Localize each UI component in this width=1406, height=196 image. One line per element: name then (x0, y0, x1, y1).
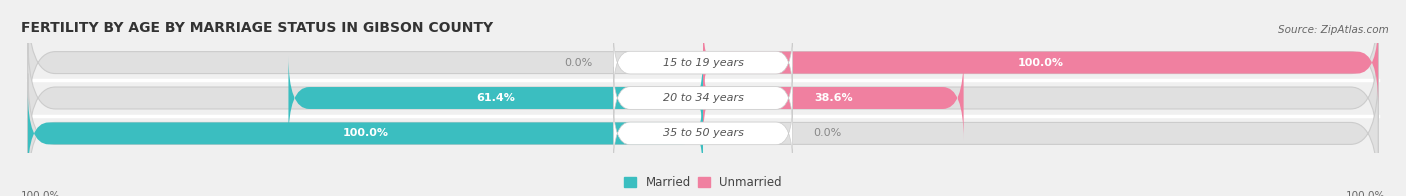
Text: 0.0%: 0.0% (813, 128, 841, 138)
FancyBboxPatch shape (613, 67, 793, 129)
Text: 100.0%: 100.0% (343, 128, 388, 138)
FancyBboxPatch shape (703, 56, 963, 140)
Legend: Married, Unmarried: Married, Unmarried (624, 176, 782, 189)
FancyBboxPatch shape (288, 56, 703, 140)
Text: 35 to 50 years: 35 to 50 years (662, 128, 744, 138)
FancyBboxPatch shape (613, 31, 793, 94)
Text: 20 to 34 years: 20 to 34 years (662, 93, 744, 103)
Text: 100.0%: 100.0% (1346, 191, 1385, 196)
Text: FERTILITY BY AGE BY MARRIAGE STATUS IN GIBSON COUNTY: FERTILITY BY AGE BY MARRIAGE STATUS IN G… (21, 21, 494, 35)
Text: 61.4%: 61.4% (477, 93, 515, 103)
Text: 38.6%: 38.6% (814, 93, 852, 103)
Text: 100.0%: 100.0% (21, 191, 60, 196)
FancyBboxPatch shape (28, 91, 703, 176)
FancyBboxPatch shape (28, 3, 1378, 122)
FancyBboxPatch shape (28, 74, 1378, 193)
FancyBboxPatch shape (703, 20, 1378, 105)
Text: 100.0%: 100.0% (1018, 58, 1063, 68)
FancyBboxPatch shape (613, 102, 793, 165)
Text: 0.0%: 0.0% (565, 58, 593, 68)
Text: 15 to 19 years: 15 to 19 years (662, 58, 744, 68)
Text: Source: ZipAtlas.com: Source: ZipAtlas.com (1278, 25, 1389, 35)
FancyBboxPatch shape (28, 38, 1378, 158)
